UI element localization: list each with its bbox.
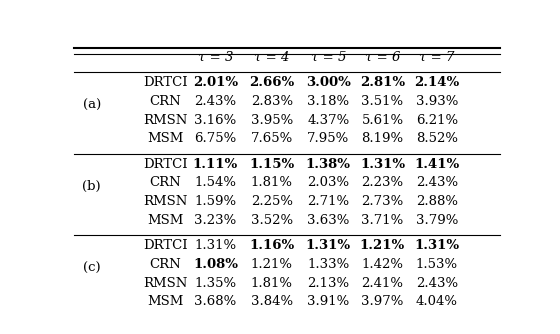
Text: 1.38%: 1.38%: [306, 158, 351, 171]
Text: 1.81%: 1.81%: [251, 176, 293, 189]
Text: 2.73%: 2.73%: [361, 195, 404, 208]
Text: 4.37%: 4.37%: [307, 114, 349, 127]
Text: RMSN: RMSN: [143, 114, 188, 127]
Text: 2.43%: 2.43%: [194, 95, 236, 108]
Text: 3.91%: 3.91%: [307, 296, 349, 309]
Text: 2.71%: 2.71%: [307, 195, 349, 208]
Text: 1.31%: 1.31%: [360, 158, 405, 171]
Text: (c): (c): [83, 262, 100, 275]
Text: CRN: CRN: [150, 95, 181, 108]
Text: 3.97%: 3.97%: [361, 296, 404, 309]
Text: 1.59%: 1.59%: [194, 195, 236, 208]
Text: 2.01%: 2.01%: [193, 76, 238, 89]
Text: 1.16%: 1.16%: [249, 239, 295, 252]
Text: RMSN: RMSN: [143, 195, 188, 208]
Text: τ = 5: τ = 5: [311, 51, 346, 64]
Text: 3.93%: 3.93%: [416, 95, 458, 108]
Text: τ = 6: τ = 6: [365, 51, 400, 64]
Text: DRTCI: DRTCI: [143, 239, 188, 252]
Text: 2.43%: 2.43%: [416, 277, 458, 290]
Text: 2.13%: 2.13%: [307, 277, 349, 290]
Text: 8.19%: 8.19%: [361, 132, 404, 145]
Text: 3.52%: 3.52%: [251, 214, 293, 227]
Text: 1.08%: 1.08%: [193, 258, 238, 271]
Text: DRTCI: DRTCI: [143, 76, 188, 89]
Text: 3.95%: 3.95%: [251, 114, 293, 127]
Text: CRN: CRN: [150, 176, 181, 189]
Text: 4.04%: 4.04%: [416, 296, 458, 309]
Text: MSM: MSM: [147, 132, 184, 145]
Text: 3.23%: 3.23%: [194, 214, 236, 227]
Text: (a): (a): [82, 99, 101, 112]
Text: DRTCI: DRTCI: [143, 158, 188, 171]
Text: 1.15%: 1.15%: [249, 158, 295, 171]
Text: 1.21%: 1.21%: [360, 239, 405, 252]
Text: 3.63%: 3.63%: [307, 214, 349, 227]
Text: 8.52%: 8.52%: [416, 132, 458, 145]
Text: (b): (b): [82, 180, 101, 193]
Text: CRN: CRN: [150, 258, 181, 271]
Text: MSM: MSM: [147, 214, 184, 227]
Text: MSM: MSM: [147, 296, 184, 309]
Text: 6.75%: 6.75%: [194, 132, 236, 145]
Text: 1.42%: 1.42%: [362, 258, 403, 271]
Text: 3.79%: 3.79%: [416, 214, 458, 227]
Text: 1.21%: 1.21%: [251, 258, 293, 271]
Text: 5.61%: 5.61%: [361, 114, 404, 127]
Text: τ = 4: τ = 4: [254, 51, 290, 64]
Text: 7.95%: 7.95%: [307, 132, 349, 145]
Text: 2.14%: 2.14%: [414, 76, 459, 89]
Text: 3.16%: 3.16%: [194, 114, 236, 127]
Text: τ = 3: τ = 3: [198, 51, 233, 64]
Text: 1.35%: 1.35%: [194, 277, 236, 290]
Text: 3.00%: 3.00%: [306, 76, 351, 89]
Text: 1.31%: 1.31%: [414, 239, 459, 252]
Text: 1.41%: 1.41%: [414, 158, 459, 171]
Text: 2.41%: 2.41%: [362, 277, 403, 290]
Text: 2.43%: 2.43%: [416, 176, 458, 189]
Text: 1.31%: 1.31%: [194, 239, 236, 252]
Text: 6.21%: 6.21%: [416, 114, 458, 127]
Text: 7.65%: 7.65%: [251, 132, 293, 145]
Text: 1.54%: 1.54%: [194, 176, 236, 189]
Text: 3.71%: 3.71%: [361, 214, 404, 227]
Text: τ = 7: τ = 7: [419, 51, 454, 64]
Text: 3.18%: 3.18%: [307, 95, 349, 108]
Text: 2.83%: 2.83%: [251, 95, 293, 108]
Text: 2.66%: 2.66%: [249, 76, 295, 89]
Text: 2.03%: 2.03%: [307, 176, 349, 189]
Text: 3.68%: 3.68%: [194, 296, 236, 309]
Text: RMSN: RMSN: [143, 277, 188, 290]
Text: 3.51%: 3.51%: [361, 95, 404, 108]
Text: 1.31%: 1.31%: [306, 239, 351, 252]
Text: 1.53%: 1.53%: [416, 258, 458, 271]
Text: 3.84%: 3.84%: [251, 296, 293, 309]
Text: 2.88%: 2.88%: [416, 195, 458, 208]
Text: 2.23%: 2.23%: [361, 176, 404, 189]
Text: 1.11%: 1.11%: [193, 158, 238, 171]
Text: 1.33%: 1.33%: [307, 258, 349, 271]
Text: 2.81%: 2.81%: [360, 76, 405, 89]
Text: 2.25%: 2.25%: [251, 195, 293, 208]
Text: 1.81%: 1.81%: [251, 277, 293, 290]
